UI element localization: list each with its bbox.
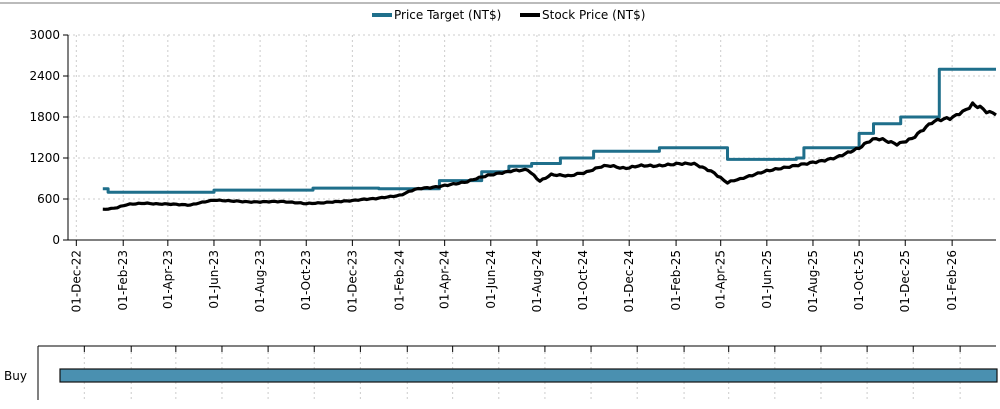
x-tick-label: 01-Oct-25 (852, 250, 866, 310)
x-tick-label: 01-Apr-24 (438, 250, 452, 309)
x-axis: 01-Dec-22 01-Feb-23 01-Apr-23 01-Jun-23 01-A… (68, 239, 996, 312)
y-tick-label: 0 (52, 233, 60, 247)
x-tick-label: 01-Aug-23 (253, 250, 267, 312)
x-tick-label: 01-Apr-25 (714, 250, 728, 309)
legend: Price Target (NT$) Stock Price (NT$) (372, 8, 645, 22)
x-tick-label: 01-Feb-26 (945, 250, 959, 310)
x-tick-label: 01-Feb-24 (392, 250, 406, 310)
rating-band: Buy (4, 345, 998, 400)
x-tick-label: 01-Oct-23 (299, 250, 313, 310)
x-tick-label: 01-Dec-25 (898, 250, 912, 312)
legend-price-label: Stock Price (NT$) (542, 8, 645, 22)
x-tick-label: 01-Aug-25 (806, 250, 820, 312)
price-target-line (102, 67, 996, 194)
x-tick-label: 01-Feb-23 (116, 250, 130, 310)
series-group (102, 67, 997, 211)
y-axis: 0 600 1200 1800 2400 3000 (29, 28, 69, 247)
y-tick-label: 1800 (29, 110, 60, 124)
rating-bar (59, 368, 998, 383)
y-tick-label: 600 (37, 192, 60, 206)
x-tick-label: 01-Jun-25 (760, 250, 774, 309)
x-tick-label: 01-Dec-22 (69, 250, 83, 312)
y-tick-label: 2400 (29, 69, 60, 83)
y-tick-label: 3000 (29, 28, 60, 42)
legend-target-label: Price Target (NT$) (394, 8, 501, 22)
x-tick-label: 01-Jun-23 (207, 250, 221, 309)
stock-price-line (102, 101, 997, 211)
x-tick-label: 01-Jun-24 (484, 250, 498, 309)
grid (68, 34, 996, 241)
x-tick-label: 01-Apr-23 (161, 250, 175, 309)
x-tick-label: 01-Feb-25 (669, 250, 683, 310)
y-tick-label: 1200 (29, 151, 60, 165)
x-tick-label: 01-Oct-24 (576, 250, 590, 310)
x-tick-label: 01-Dec-24 (622, 250, 636, 312)
rating-label: Buy (4, 369, 27, 383)
x-tick-label: 01-Dec-23 (345, 250, 359, 312)
x-tick-label: 01-Aug-24 (530, 250, 544, 312)
